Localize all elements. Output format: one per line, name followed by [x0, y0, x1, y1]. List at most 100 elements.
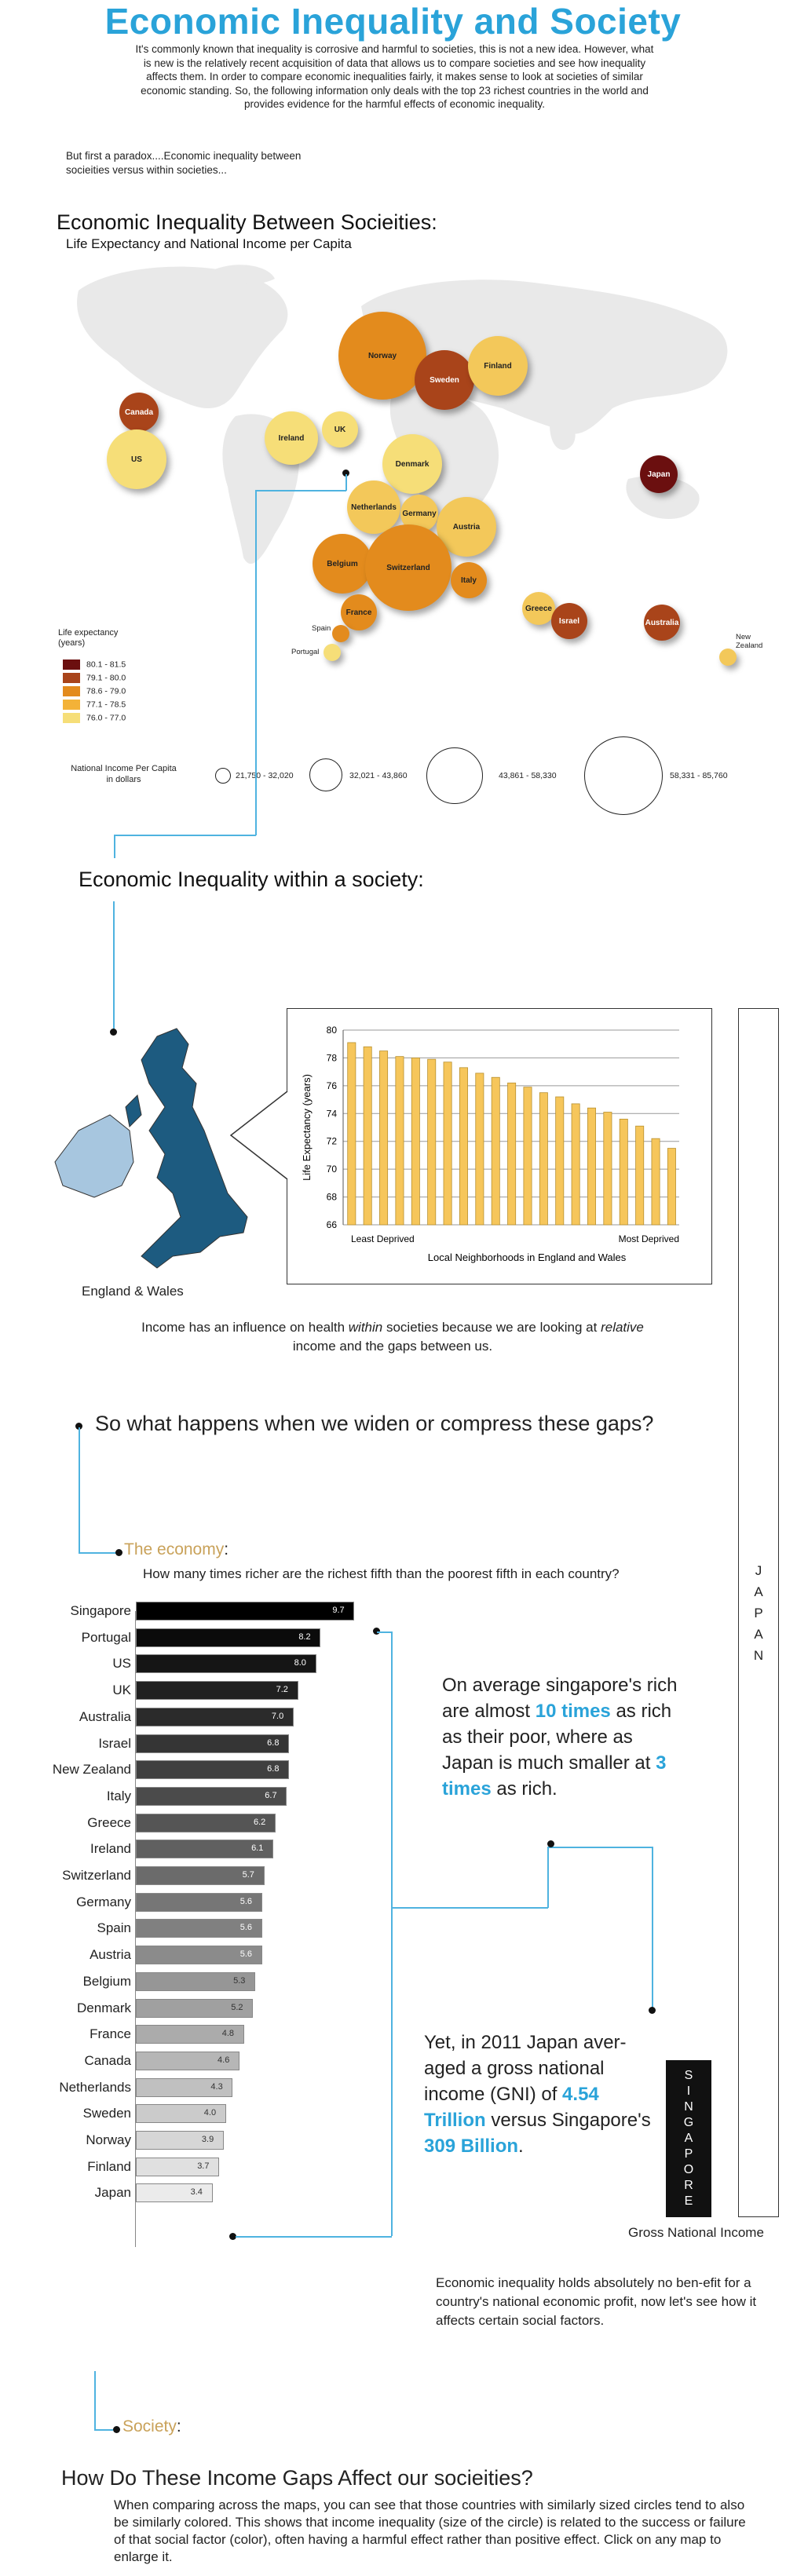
life-legend-item: 77.1 - 78.5	[63, 700, 126, 713]
y-tick-label: 70	[327, 1164, 338, 1175]
ratio-bar[interactable]	[136, 2131, 224, 2150]
bubble-us[interactable]: US	[107, 429, 166, 489]
bar	[667, 1148, 676, 1226]
y-tick-label: 68	[327, 1192, 338, 1203]
life-legend-item: 76.0 - 77.0	[63, 713, 126, 726]
bubble-belgium[interactable]: Belgium	[313, 534, 372, 594]
bubble-sweden[interactable]: Sweden	[415, 350, 474, 410]
country-label: Norway	[86, 2132, 131, 2147]
bubble-portugal[interactable]	[324, 644, 341, 661]
bubble-australia[interactable]: Australia	[644, 605, 680, 641]
country-label: Singapore	[70, 1603, 131, 1618]
ratio-bar[interactable]	[136, 1813, 276, 1832]
country-label: Israel	[98, 1735, 131, 1751]
gni-note: Yet, in 2011 Japan aver-aged a gross nat…	[424, 2032, 651, 2157]
ratio-bar[interactable]	[136, 1602, 355, 1621]
ratio-bar[interactable]	[136, 2025, 244, 2044]
ratio-value-label: 5.3	[233, 1975, 246, 1986]
gni-caption: Gross National Income	[628, 2225, 764, 2240]
legend-label: 77.1 - 78.5	[86, 700, 126, 710]
life-expectancy-chart[interactable]: 66 68 70 72 74 76 78 80 Life Expectancy (years) L…	[287, 1008, 712, 1283]
bar	[459, 1067, 468, 1226]
connector-line	[114, 835, 115, 858]
ratio-bar[interactable]	[136, 1707, 294, 1726]
bubble-netherlands[interactable]: Netherlands	[347, 480, 400, 534]
country-label: UK	[112, 1683, 131, 1698]
ratio-bar[interactable]	[136, 1946, 262, 1965]
ratio-bar[interactable]	[136, 1681, 298, 1701]
x-end-label-left: Least Deprived	[351, 1233, 415, 1244]
y-tick-label: 74	[327, 1108, 338, 1119]
bubble-canada[interactable]: Canada	[119, 393, 159, 432]
ratio-bar[interactable]	[136, 2104, 226, 2124]
ratio-bar[interactable]	[136, 1628, 321, 1647]
ratio-bar[interactable]	[136, 1892, 262, 1912]
country-label: US	[112, 1656, 131, 1672]
bubble-new-zealand[interactable]	[719, 649, 737, 666]
life-legend-title: Life expectancy (years)	[58, 628, 119, 648]
connector-line	[391, 1907, 548, 1909]
ratio-bar[interactable]	[136, 1998, 254, 2018]
bubble-greece[interactable]: Greece	[522, 592, 555, 625]
connector-dot	[75, 1423, 82, 1430]
ratio-bar[interactable]	[136, 1866, 265, 1885]
ratio-bar[interactable]	[136, 1786, 287, 1806]
connector-line	[114, 835, 256, 836]
connector-line	[391, 1631, 393, 2236]
bubble-uk[interactable]: UK	[322, 411, 358, 448]
bubble-switzerland[interactable]: Switzerland	[365, 524, 451, 611]
bubble-italy[interactable]: Italy	[451, 562, 487, 598]
bubble-austria[interactable]: Austria	[437, 497, 496, 557]
bubble-israel[interactable]: Israel	[551, 603, 587, 639]
bubble-spain[interactable]	[332, 625, 349, 642]
legend-swatch	[63, 686, 80, 696]
ratio-bar[interactable]	[136, 1971, 256, 1991]
ratio-value-label: 6.1	[251, 1843, 264, 1854]
label-portugal: Portugal	[291, 648, 320, 656]
connector-line	[94, 2429, 113, 2431]
bubble-finland[interactable]: Finland	[468, 336, 528, 396]
ratio-bar[interactable]	[136, 2183, 213, 2203]
bubble-france[interactable]: France	[341, 594, 377, 630]
ratio-value-label: 8.0	[294, 1658, 306, 1668]
ratio-bar[interactable]	[136, 1734, 290, 1753]
ratio-value-label: 8.2	[298, 1631, 311, 1642]
bar	[587, 1107, 597, 1226]
connector-line	[236, 2236, 392, 2238]
bubble-denmark[interactable]: Denmark	[382, 434, 442, 494]
country-label: Denmark	[77, 2000, 131, 2015]
ratio-bar[interactable]	[136, 1840, 274, 1859]
connector-line	[255, 490, 257, 835]
country-label: Portugal	[81, 1629, 131, 1645]
bar	[635, 1125, 645, 1226]
connector-line	[377, 1631, 392, 1633]
income-legend-title: National Income Per Capita in dollars	[71, 764, 177, 784]
legend-swatch	[63, 713, 80, 723]
connector-line	[94, 2371, 96, 2430]
ratio-value-label: 5.6	[239, 1949, 253, 1960]
page-title: Economic Inequality and Society	[104, 1, 682, 42]
ratio-bar[interactable]	[136, 2157, 220, 2176]
y-tick-label: 72	[327, 1136, 338, 1147]
ratio-bar[interactable]	[136, 1919, 262, 1938]
connector-dot	[342, 470, 349, 477]
ratio-bar[interactable]	[136, 1654, 316, 1674]
bar	[427, 1058, 437, 1226]
between-heading: Economic Inequality Between Socieities:	[57, 210, 437, 234]
ratio-bar[interactable]	[136, 2051, 240, 2070]
bubble-norway[interactable]: Norway	[338, 312, 426, 400]
uk-map[interactable]	[47, 1021, 267, 1280]
ratio-bar[interactable]	[136, 2077, 233, 2097]
bubble-japan[interactable]: Japan	[640, 455, 678, 493]
ratio-value-label: 6.8	[267, 1764, 280, 1774]
ratio-value-label: 5.2	[231, 2002, 243, 2012]
bubble-ireland[interactable]: Ireland	[265, 411, 318, 465]
connector-dot	[115, 1549, 122, 1556]
y-tick-label: 66	[327, 1219, 338, 1230]
country-label: Greece	[87, 1814, 131, 1830]
country-label: New Zealand	[52, 1762, 131, 1778]
ratio-bar[interactable]	[136, 1760, 290, 1780]
